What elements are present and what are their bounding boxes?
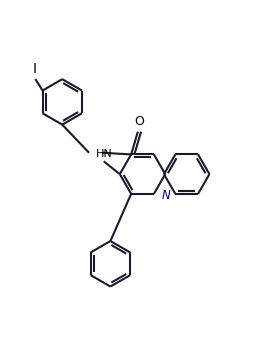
Text: N: N	[162, 189, 170, 202]
Text: I: I	[33, 62, 37, 76]
Text: HN: HN	[96, 149, 112, 159]
Text: O: O	[134, 115, 144, 128]
